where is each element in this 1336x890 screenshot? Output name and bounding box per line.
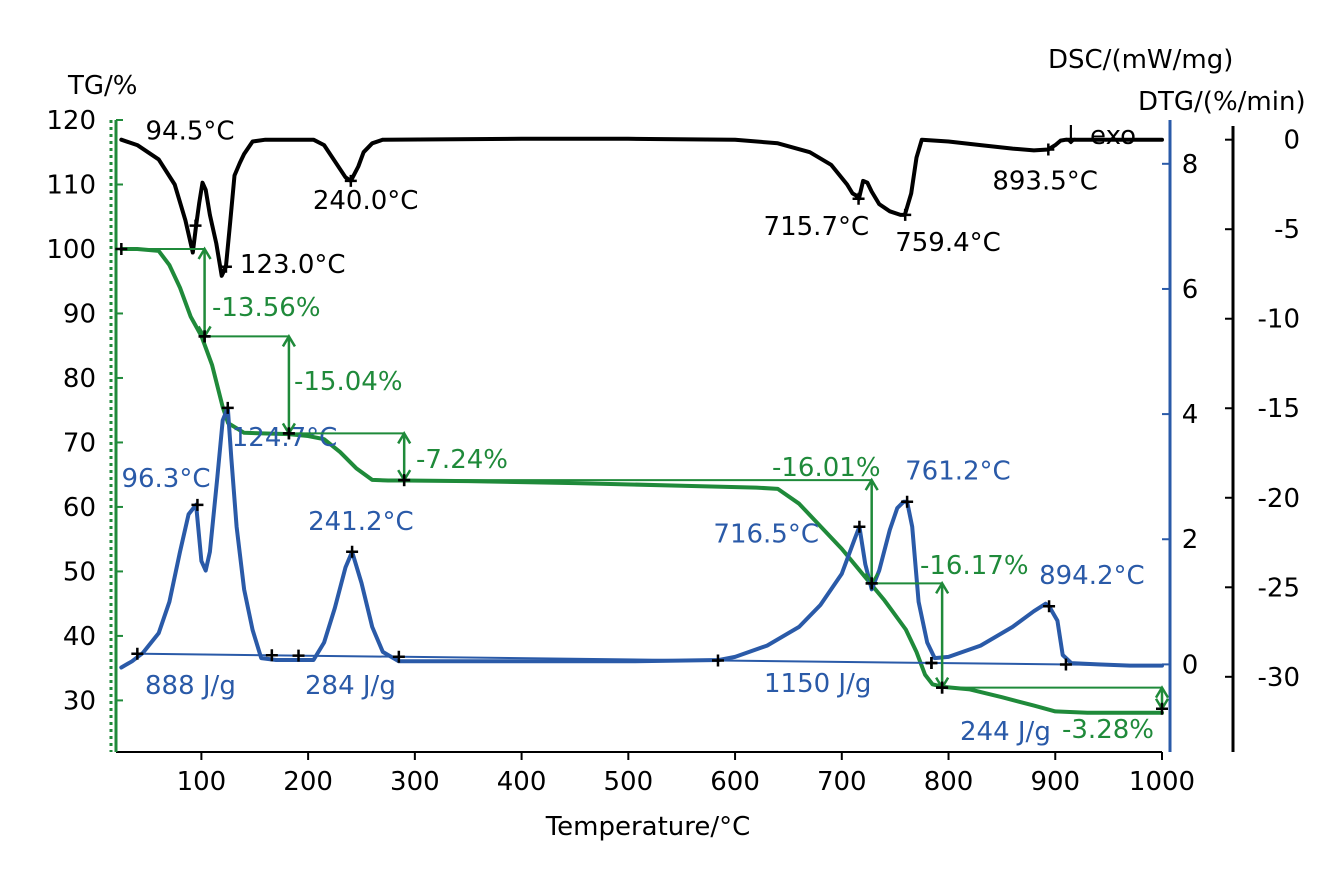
dtg-peak-marker	[219, 260, 232, 273]
series-dsc-baseline	[141, 652, 1163, 667]
tg-step-start-marker	[115, 242, 128, 255]
step-arrow-head	[935, 580, 950, 595]
dsc-peak-marker	[1043, 600, 1056, 613]
dsc-tick-label: 4	[1182, 400, 1199, 430]
series-dsc	[119, 405, 1164, 670]
tg-step-label: -16.17%	[920, 551, 1029, 581]
annotations-layer: 94.5°C 123.0°C 240.0°C 715.7°C 759.4°C 893.5°…	[115, 117, 1170, 747]
dsc-peak-label: 96.3°C	[121, 464, 210, 494]
tg-tick-label: 60	[63, 493, 96, 523]
dtg-tick-label: -30	[1258, 663, 1300, 693]
tg-tick-label: 50	[63, 557, 96, 587]
dsc-axis-title: DSC/(mW/mg)	[1048, 45, 1233, 75]
dtg-peak-label: 94.5°C	[146, 117, 235, 147]
tg-axis-title: TG/%	[67, 71, 138, 101]
dsc-peak-marker	[346, 545, 359, 558]
step-arrow-head	[397, 430, 412, 445]
dsc-area-end-marker	[265, 649, 278, 662]
series-dtg	[119, 136, 1164, 278]
dtg-peak-marker	[344, 174, 357, 187]
step-arrow-head	[281, 333, 296, 348]
dsc-area-label: 244 J/g	[960, 717, 1051, 747]
tg-step-label: -3.28%	[1062, 715, 1154, 745]
dtg-peak-marker	[852, 192, 865, 205]
tg-step-start-marker	[936, 681, 949, 694]
dsc-peak-label: 241.2°C	[308, 507, 414, 537]
step-arrow-head	[1154, 685, 1170, 699]
dsc-area-label: 284 J/g	[305, 671, 396, 701]
dsc-area-label: 1150 J/g	[764, 669, 871, 699]
dtg-tick-label: -5	[1274, 215, 1300, 245]
tg-step-label: -7.24%	[416, 445, 508, 475]
x-tick-label: 100	[177, 767, 227, 797]
x-tick-label: 300	[390, 767, 440, 797]
dtg-peak-marker	[189, 219, 202, 232]
tg-step-label: -15.04%	[294, 367, 403, 397]
dsc-peak-marker	[221, 401, 234, 414]
dtg-peak-label: 715.7°C	[764, 212, 870, 242]
dsc-peak-marker	[853, 520, 866, 533]
tg-step-start-marker	[865, 577, 878, 590]
dsc-tick-label: 8	[1182, 150, 1199, 180]
tg-tick-label: 120	[46, 106, 96, 136]
dtg-tick-label: 0	[1283, 126, 1300, 156]
tg-tick-label: 110	[46, 170, 96, 200]
tg-step-label: -16.01%	[772, 453, 881, 483]
dsc-peak-label: 894.2°C	[1039, 561, 1145, 591]
dsc-area-end-marker	[1059, 658, 1072, 671]
step-arrow-head	[197, 246, 212, 260]
x-tick-label: 1000	[1129, 767, 1195, 797]
tg-tick-label: 40	[63, 622, 96, 652]
dtg-tick-label: -20	[1258, 484, 1300, 514]
x-tick-label: 800	[924, 767, 974, 797]
exo-indicator: ↓ exo	[1060, 121, 1136, 151]
dtg-axis-title: DTG/(%/min)	[1138, 87, 1306, 117]
x-axis-title: Temperature/°C	[545, 812, 751, 842]
dsc-tick-label: 0	[1182, 650, 1199, 680]
x-tick-label: 400	[497, 767, 547, 797]
axes-layer: 100 200 300 400 500 600 700 800 900 1000304050607…	[46, 106, 1300, 797]
dsc-area-start-marker	[711, 654, 724, 667]
tg-step-start-marker	[198, 330, 211, 343]
dsc-area-end-marker	[392, 650, 405, 663]
tg-tick-label: 100	[46, 235, 96, 265]
dsc-area-start-marker	[292, 649, 305, 662]
tg-tick-label: 30	[63, 686, 96, 716]
dtg-peak-label: 893.5°C	[992, 167, 1098, 197]
dsc-peak-marker	[901, 495, 914, 508]
dsc-peak-label: 761.2°C	[905, 457, 1011, 487]
tg-tick-label: 80	[63, 364, 96, 394]
dtg-tick-label: -10	[1258, 305, 1300, 335]
dtg-peak-label: 759.4°C	[895, 228, 1001, 258]
step-arrow-head	[864, 477, 879, 491]
x-tick-label: 600	[710, 767, 760, 797]
dtg-tick-label: -25	[1258, 573, 1300, 603]
dtg-peak-marker	[1042, 143, 1055, 156]
tg-step-label: -13.56%	[212, 293, 321, 323]
dtg-peak-label: 240.0°C	[313, 186, 419, 216]
x-tick-label: 500	[604, 767, 654, 797]
tg-step-end-marker	[1156, 702, 1168, 715]
dsc-tick-label: 2	[1182, 525, 1199, 555]
dsc-tick-label: 6	[1182, 275, 1199, 305]
dsc-area-label: 888 J/g	[145, 671, 236, 701]
x-tick-label: 900	[1030, 767, 1080, 797]
tg-tick-label: 70	[63, 428, 96, 458]
dsc-area-start-marker	[131, 647, 144, 660]
dtg-tick-label: -15	[1258, 394, 1300, 424]
dsc-peak-label: 716.5°C	[713, 520, 819, 550]
tg-step-start-marker	[282, 427, 295, 440]
dtg-peak-marker	[899, 208, 912, 221]
dsc-area-start-marker	[925, 656, 938, 669]
tg-step-start-marker	[398, 474, 411, 487]
tg-tick-label: 90	[63, 299, 96, 329]
x-tick-label: 700	[817, 767, 867, 797]
dsc-peak-marker	[191, 498, 204, 511]
dtg-peak-label: 123.0°C	[240, 250, 346, 280]
x-tick-label: 200	[283, 767, 333, 797]
